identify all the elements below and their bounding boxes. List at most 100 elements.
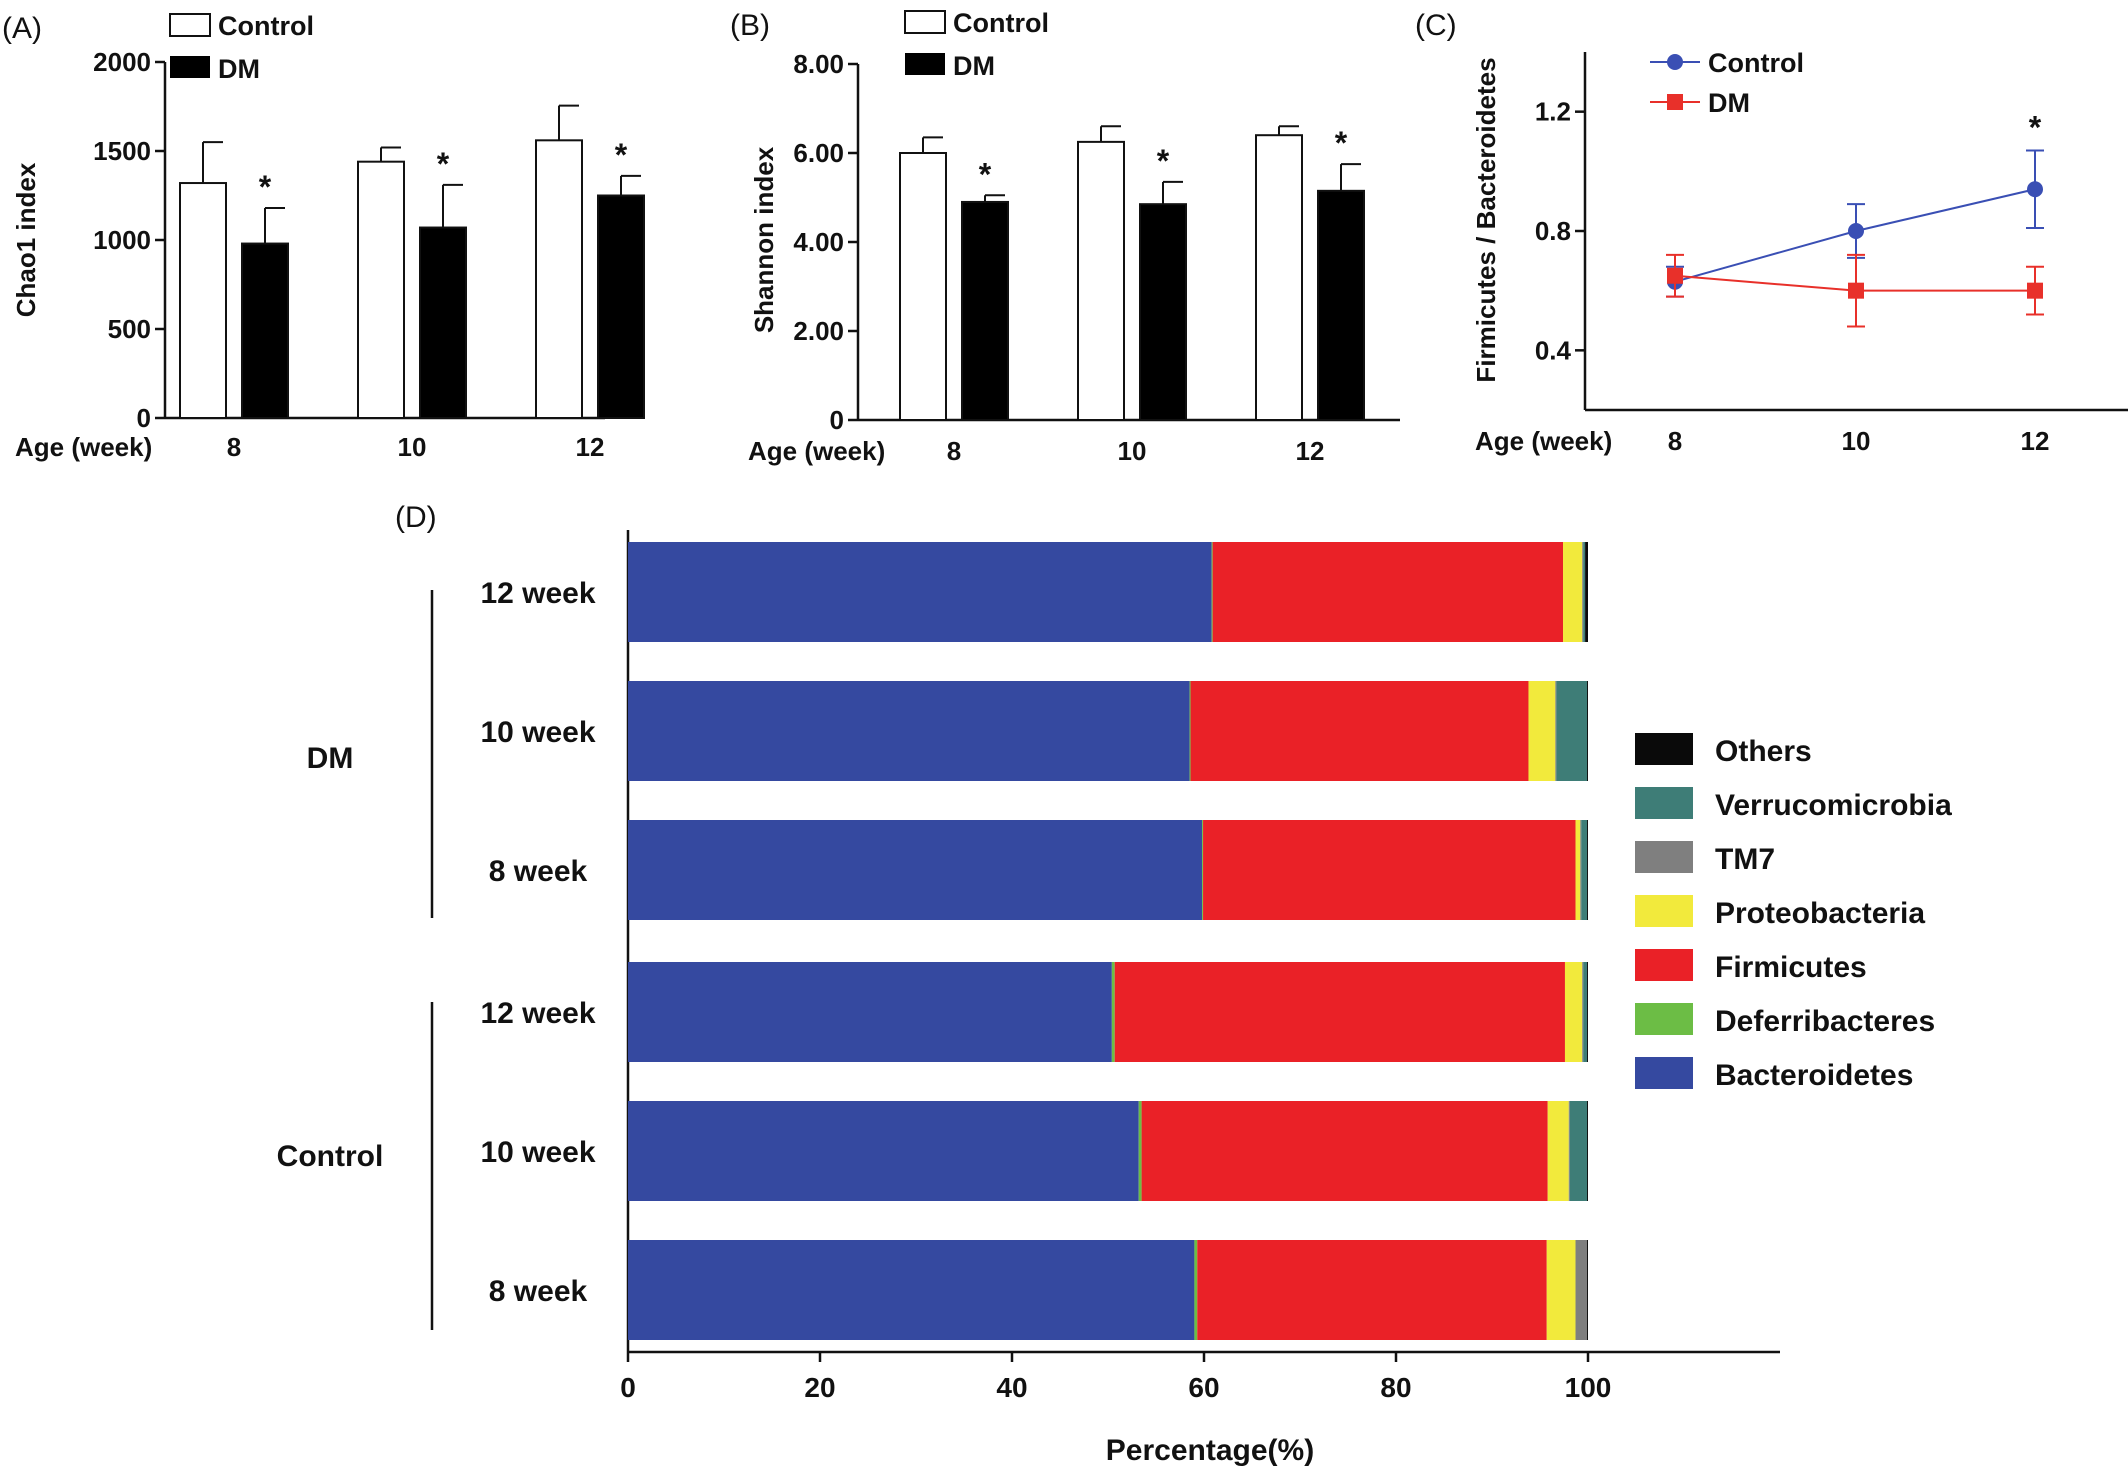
bar-segment-tm7 xyxy=(1582,542,1584,642)
y-tick-label: 8.00 xyxy=(793,49,844,79)
bar-segment-bacteroidetes xyxy=(628,962,1112,1062)
legend-label-control: Control xyxy=(1708,48,1804,78)
legend-swatch xyxy=(1635,787,1693,819)
legend-swatch xyxy=(1635,1003,1693,1035)
legend-label: Proteobacteria xyxy=(1715,897,1925,930)
legend-swatch xyxy=(1635,895,1693,927)
y-tick-label: 0.8 xyxy=(1535,216,1571,246)
bar-segment-others xyxy=(1587,820,1588,920)
bar-segment-others xyxy=(1587,1101,1588,1201)
bar-dm xyxy=(597,194,645,419)
legend-swatch-control xyxy=(904,10,946,34)
legend-marker-control xyxy=(1667,54,1683,70)
row-label: 10 week xyxy=(480,716,595,749)
x-tick-label: 8 xyxy=(227,432,241,462)
y-tick-label: 1.2 xyxy=(1535,97,1571,127)
bar-segment-deferribacteres xyxy=(1211,542,1213,642)
chart-shannon: (B) Shannon index Age (week) Control DM … xyxy=(730,8,1400,466)
row-label: 8 week xyxy=(489,855,588,888)
panel-label: (C) xyxy=(1415,9,1457,42)
legend-label-dm: DM xyxy=(953,51,995,81)
y-tick-label: 0 xyxy=(137,403,151,433)
y-tick-label: 1000 xyxy=(93,225,151,255)
legend-label: Bacteroidetes xyxy=(1715,1059,1913,1092)
bar-segment-tm7 xyxy=(1568,1101,1570,1201)
bar-segment-firmicutes xyxy=(1114,962,1565,1062)
x-tick-label: 8 xyxy=(947,436,961,466)
bar-segment-tm7 xyxy=(1580,820,1582,920)
legend-swatch xyxy=(1635,1057,1693,1089)
row-label: 12 week xyxy=(480,577,595,610)
legend-marker-dm xyxy=(1667,94,1683,110)
bar-segment-proteobacteria xyxy=(1528,681,1556,781)
legend-label: TM7 xyxy=(1715,843,1775,876)
legend-swatch-control xyxy=(169,13,211,37)
legend: Control DM xyxy=(904,8,1049,81)
chart-chao1: (A) Chao1 index Age (week) Control DM 0 5… xyxy=(2,11,645,462)
x-tick-label: 10 xyxy=(1842,426,1871,456)
x-tick-label: 12 xyxy=(1296,436,1325,466)
x-tick-label: 100 xyxy=(1565,1372,1612,1403)
chart-phylum-composition: (D) Percentage(%) 0 20 40 60 80 100 12 week 10 … xyxy=(277,501,1952,1467)
significance-marker: * xyxy=(437,146,450,182)
bar-segment-deferribacteres xyxy=(1138,1101,1142,1201)
y-tick-label: 6.00 xyxy=(793,138,844,168)
bar-segment-proteobacteria xyxy=(1563,542,1583,642)
data-point-control xyxy=(1848,223,1864,239)
bar-segment-proteobacteria xyxy=(1546,1240,1576,1340)
bar-segment-others xyxy=(1585,542,1588,642)
y-tick-label: 0.4 xyxy=(1535,335,1572,365)
y-tick-label: 500 xyxy=(108,314,151,344)
bar-segment-deferribacteres xyxy=(1111,962,1115,1062)
x-tick-label: 12 xyxy=(2021,426,2050,456)
y-axis-label: Shannon index xyxy=(749,146,779,333)
bar-segment-firmicutes xyxy=(1197,1240,1547,1340)
legend-label: Verrucomicrobia xyxy=(1715,789,1952,822)
panel-label: (B) xyxy=(730,9,770,42)
bar-segment-proteobacteria xyxy=(1575,820,1581,920)
bar-segment-proteobacteria xyxy=(1564,962,1583,1062)
bar-segment-firmicutes xyxy=(1212,542,1564,642)
significance-marker: * xyxy=(1157,143,1170,179)
chart-fb-ratio: (C) Firmicutes / Bacteroidetes Age (week… xyxy=(1415,9,2128,456)
bar-control xyxy=(535,139,583,419)
x-tick-label: 20 xyxy=(804,1372,835,1403)
x-tick-label: 10 xyxy=(1118,436,1147,466)
legend: Control DM xyxy=(1650,48,1804,118)
bar-segment-verrucomicrobia xyxy=(1583,542,1586,642)
significance-marker: * xyxy=(2029,109,2042,145)
bar-dm xyxy=(961,200,1009,421)
significance-marker: * xyxy=(1335,125,1348,161)
legend-label: Others xyxy=(1715,735,1812,768)
x-axis-label: Age (week) xyxy=(15,432,152,462)
y-axis-label: Chao1 index xyxy=(11,162,41,317)
x-tick-label: 40 xyxy=(996,1372,1027,1403)
legend-swatch xyxy=(1635,841,1693,873)
bar-segment-firmicutes xyxy=(1203,820,1576,920)
bar-segment-others xyxy=(1587,681,1588,781)
bar-segment-bacteroidetes xyxy=(628,1240,1195,1340)
legend-label-control: Control xyxy=(218,11,314,41)
bar-segment-bacteroidetes xyxy=(628,542,1212,642)
bar-segment-bacteroidetes xyxy=(628,1101,1139,1201)
data-point-dm xyxy=(1848,282,1864,299)
bar-dm xyxy=(1139,203,1187,421)
bar-dm xyxy=(1317,189,1365,421)
y-axis-label: Firmicutes / Bacteroidetes xyxy=(1471,57,1501,382)
data-point-dm xyxy=(2027,282,2043,299)
group-label: DM xyxy=(307,742,354,775)
bar-segment-deferribacteres xyxy=(1194,1240,1198,1340)
bar-segment-verrucomicrobia xyxy=(1569,1101,1588,1201)
bar-dm xyxy=(419,226,467,419)
bar-segment-verrucomicrobia xyxy=(1581,820,1588,920)
legend-label: Deferribacteres xyxy=(1715,1005,1935,1038)
bar-control xyxy=(179,182,227,419)
row-label: 12 week xyxy=(480,997,595,1030)
bar-segment-verrucomicrobia xyxy=(1583,962,1588,1062)
y-tick-label: 2000 xyxy=(93,47,151,77)
legend-swatch-dm xyxy=(905,53,945,75)
bar-segment-others xyxy=(1587,962,1588,1062)
legend: Control DM xyxy=(169,11,314,84)
legend-label-control: Control xyxy=(953,8,1049,38)
bar-segment-others xyxy=(1587,1240,1588,1340)
